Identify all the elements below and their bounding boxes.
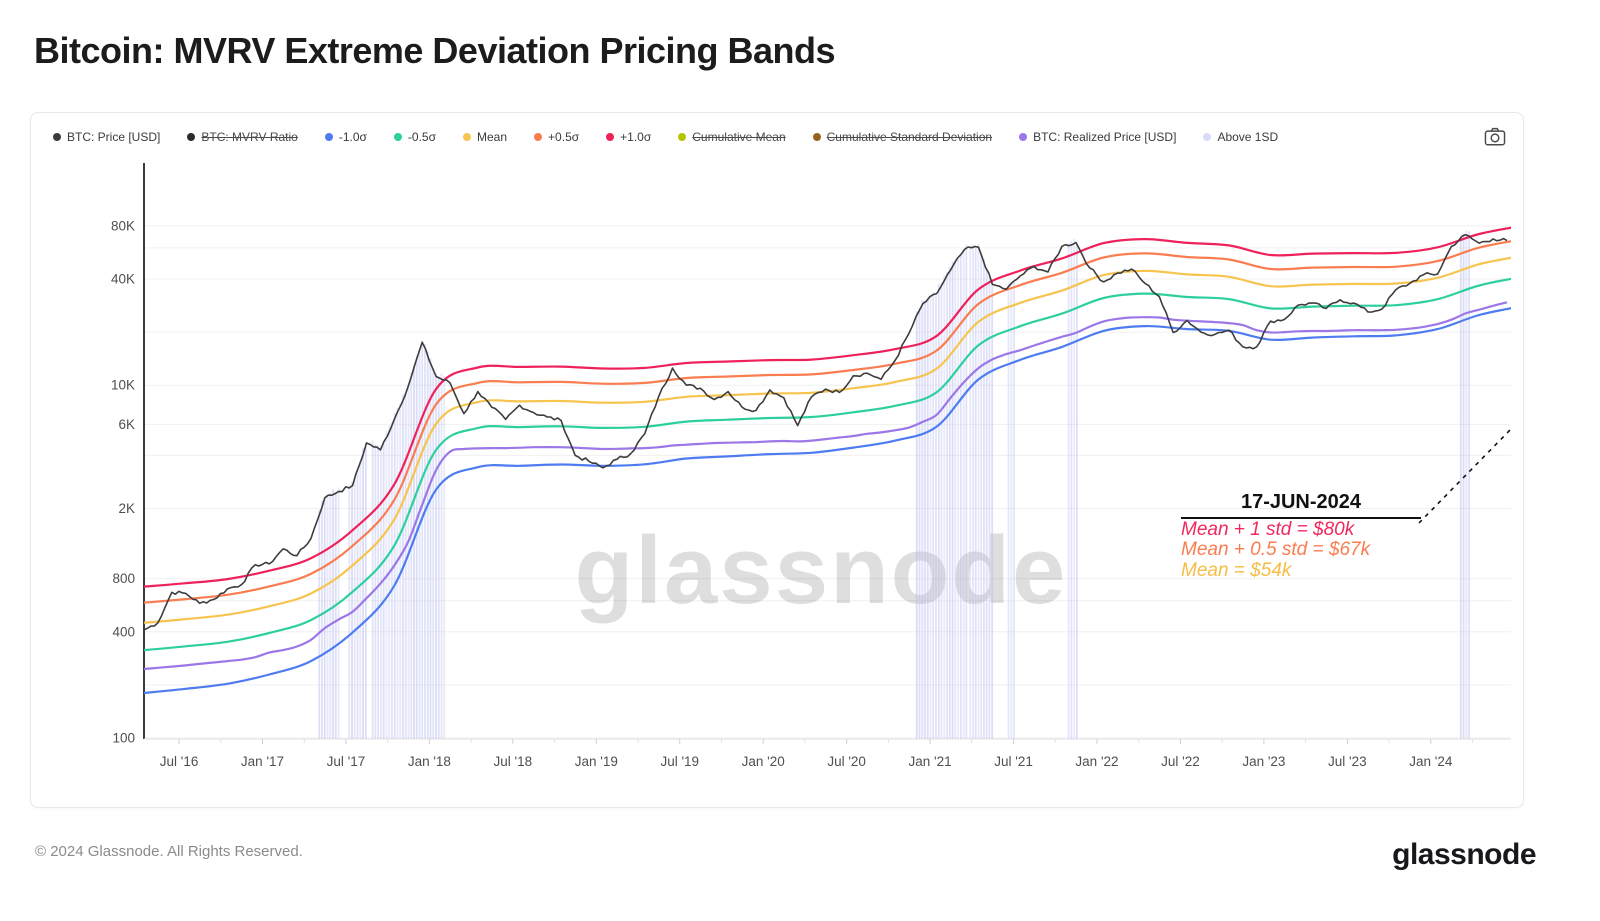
- legend-dot: [187, 133, 196, 141]
- svg-text:Jul '19: Jul '19: [660, 754, 699, 769]
- legend-item-5[interactable]: +0.5σ: [534, 130, 579, 144]
- svg-text:Jan '23: Jan '23: [1242, 754, 1285, 769]
- legend-dot: [393, 133, 402, 141]
- svg-text:Jan '22: Jan '22: [1075, 754, 1118, 769]
- svg-text:Jul '22: Jul '22: [1161, 754, 1200, 769]
- svg-text:40K: 40K: [111, 271, 135, 286]
- series--0-5-: [144, 240, 1511, 604]
- camera-icon-glyph: [1484, 127, 1506, 146]
- svg-text:Jul '20: Jul '20: [827, 754, 866, 769]
- series-mean: [144, 256, 1511, 624]
- svg-text:Jul '21: Jul '21: [994, 754, 1033, 769]
- annotation-line-1: Mean + 0.5 std = $67k: [1181, 539, 1371, 561]
- svg-text:Jan '21: Jan '21: [909, 754, 952, 769]
- legend-dot: [534, 133, 543, 141]
- legend-item-1[interactable]: BTC: MVRV Ratio: [187, 130, 298, 144]
- series--1-0-: [144, 226, 1511, 588]
- svg-text:10K: 10K: [111, 378, 135, 393]
- svg-text:Jan '19: Jan '19: [575, 754, 618, 769]
- series-btc-realized-price-usd-: [144, 301, 1508, 671]
- svg-text:Jan '18: Jan '18: [408, 754, 451, 769]
- legend-dot: [463, 133, 472, 141]
- svg-text:Jan '20: Jan '20: [742, 754, 785, 769]
- svg-text:2K: 2K: [118, 501, 135, 516]
- svg-text:Jul '23: Jul '23: [1328, 754, 1367, 769]
- legend-item-3[interactable]: -0.5σ: [393, 130, 437, 144]
- svg-text:Jul '17: Jul '17: [327, 754, 366, 769]
- svg-text:100: 100: [112, 731, 135, 746]
- camera-icon[interactable]: [1483, 127, 1507, 149]
- svg-text:6K: 6K: [118, 417, 135, 432]
- annotation-date: 17-JUN-2024: [1181, 491, 1421, 519]
- legend-item-4[interactable]: Mean: [463, 130, 507, 144]
- annotation-line-0: Mean + 1 std = $80k: [1181, 519, 1355, 540]
- annotation-line-2: Mean = $54k: [1181, 559, 1292, 581]
- legend-item-7[interactable]: Cumulative Mean: [678, 130, 786, 144]
- above-1sd-regions: [318, 230, 1471, 739]
- annotation-lines: Mean + 1 std = $80k Mean + 0.5 std = $67k…: [1181, 519, 1421, 581]
- legend-label: Cumulative Standard Deviation: [826, 130, 993, 144]
- glassnode-logo: glassnode: [1392, 838, 1536, 871]
- legend-label: Cumulative Mean: [692, 130, 786, 144]
- svg-text:Jul '16: Jul '16: [160, 754, 199, 769]
- legend-dot: [812, 133, 821, 141]
- footer-copyright: © 2024 Glassnode. All Rights Reserved.: [35, 843, 303, 860]
- chart-title: Bitcoin: MVRV Extreme Deviation Pricing …: [34, 30, 836, 71]
- y-tick-labels: 80K 40K 10K 6K 2K 800 400 100: [111, 218, 135, 745]
- legend-dot: [606, 133, 615, 141]
- legend-item-8[interactable]: Cumulative Standard Deviation: [812, 130, 993, 144]
- annotation-pointer-line: [1418, 428, 1512, 524]
- legend-item-10[interactable]: Above 1SD: [1203, 130, 1278, 144]
- legend-label: +0.5σ: [548, 130, 580, 144]
- series--0-5-: [144, 277, 1511, 652]
- x-tick-labels: Jul '16 Jan '17 Jul '17 Jan '18 Jul '18 Jan '…: [160, 739, 1474, 769]
- legend-label: BTC: Realized Price [USD]: [1033, 130, 1177, 144]
- legend-item-6[interactable]: +1.0σ: [606, 130, 651, 144]
- svg-text:Jan '17: Jan '17: [241, 754, 284, 769]
- series-btc-price-usd-: [144, 233, 1508, 631]
- legend-label: -1.0σ: [338, 130, 367, 144]
- svg-text:400: 400: [112, 624, 135, 639]
- legend-item-2[interactable]: -1.0σ: [324, 130, 367, 144]
- watermark: glassnode: [575, 517, 1068, 624]
- legend-label: Above 1SD: [1217, 130, 1279, 144]
- annotation-callout: 17-JUN-2024 Mean + 1 std = $80k Mean + 0.…: [1181, 491, 1421, 580]
- legend-dot: [53, 133, 61, 141]
- chart-card: BTC: Price [USD] BTC: MVRV Ratio -1.0σ -0.5…: [30, 112, 1524, 808]
- legend-label: +1.0σ: [620, 130, 652, 144]
- legend-dot: [1203, 133, 1212, 141]
- legend-dot: [1019, 133, 1028, 141]
- legend-label: BTC: MVRV Ratio: [201, 130, 298, 144]
- svg-text:80K: 80K: [111, 218, 135, 233]
- legend-dot: [678, 133, 687, 141]
- legend-dot: [324, 133, 333, 141]
- svg-text:800: 800: [112, 571, 135, 586]
- legend-label: Mean: [477, 130, 508, 144]
- legend-label: -0.5σ: [407, 130, 437, 144]
- svg-text:Jan '24: Jan '24: [1409, 754, 1453, 769]
- legend: BTC: Price [USD] BTC: MVRV Ratio -1.0σ -0.5…: [53, 123, 1463, 151]
- legend-item-0[interactable]: BTC: Price [USD]: [53, 130, 160, 144]
- series--1-0-: [144, 307, 1511, 695]
- plot-svg: glassnode 80K 40K 10K 6K 2K 800 400 100 Jul '16 Ja…: [111, 163, 1512, 769]
- legend-item-9[interactable]: BTC: Realized Price [USD]: [1019, 130, 1176, 144]
- svg-text:Jul '18: Jul '18: [494, 754, 533, 769]
- legend-label: BTC: Price [USD]: [67, 130, 161, 144]
